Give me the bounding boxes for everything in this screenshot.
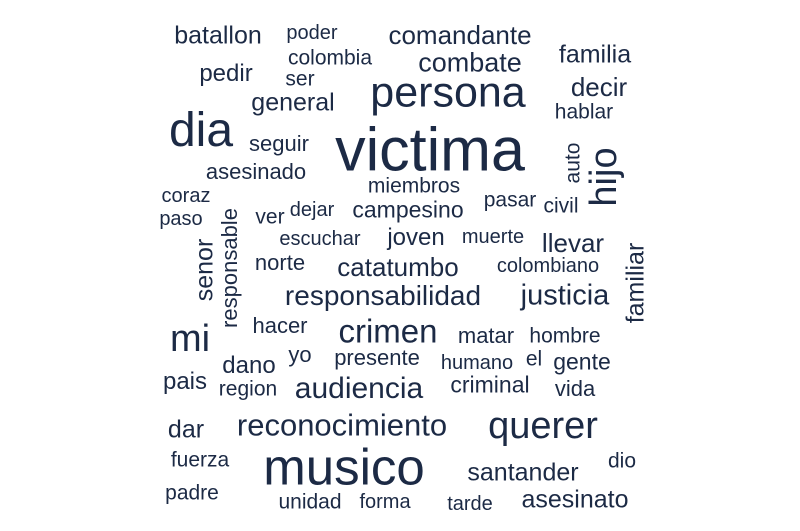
word-querer: querer (488, 405, 598, 447)
word-criminal: criminal (450, 371, 530, 398)
word-general: general (251, 88, 335, 117)
word-tarde: tarde (447, 493, 493, 515)
word-campesino: campesino (352, 196, 464, 223)
word-hombre: hombre (529, 324, 601, 348)
word-vida: vida (554, 376, 596, 401)
word-dar: dar (167, 415, 205, 444)
word-yo: yo (288, 342, 312, 367)
word-dio: dio (607, 449, 637, 473)
word-joven: joven (387, 224, 445, 251)
word-responsabilidad: responsabilidad (284, 280, 482, 311)
word-dia: dia (168, 104, 234, 157)
word-colombiano: colombiano (496, 255, 600, 277)
word-familia: familia (558, 40, 632, 69)
word-dejar: dejar (289, 199, 335, 221)
word-ser: ser (285, 67, 315, 91)
word-norte: norte (254, 250, 306, 275)
word-fuerza: fuerza (170, 448, 230, 472)
word-pais: pais (162, 368, 208, 395)
word-audiencia: audiencia (294, 372, 424, 405)
word-persona: persona (370, 68, 526, 117)
word-presente: presente (334, 345, 420, 370)
word-matar: matar (457, 323, 515, 348)
word-coraz: coraz (161, 185, 211, 207)
word-dano: dano (222, 352, 276, 379)
word-crimen: crimen (338, 312, 438, 350)
word-comandante: comandante (388, 20, 532, 50)
word-llevar: llevar (541, 228, 605, 258)
word-hijo: hijo (583, 147, 625, 207)
word-muerte: muerte (461, 226, 525, 248)
word-miembros: miembros (367, 174, 461, 198)
word-musico: musico (263, 438, 425, 496)
word-asesinado: asesinado (205, 159, 307, 184)
word-familiar: familiar (621, 242, 650, 324)
word-escuchar: escuchar (279, 228, 361, 250)
word-paso: paso (159, 208, 203, 230)
word-civil: civil (543, 194, 579, 218)
word-catatumbo: catatumbo (337, 252, 459, 282)
word-hacer: hacer (252, 313, 308, 338)
word-pasar: pasar (483, 188, 537, 212)
word-decir: decir (570, 72, 628, 102)
word-justicia: justicia (520, 279, 610, 312)
word-ver: ver (255, 205, 285, 229)
word-santander: santander (467, 458, 579, 487)
word-forma: forma (359, 491, 411, 513)
word-victima: victima (335, 115, 525, 184)
word-gente: gente (553, 348, 611, 375)
word-responsable: responsable (217, 208, 242, 328)
word-pedir: pedir (199, 60, 253, 87)
word-mi: mi (169, 318, 211, 360)
word-humano: humano (440, 352, 514, 374)
word-el: el (525, 347, 543, 371)
word-region: region (218, 377, 278, 401)
word-unidad: unidad (278, 490, 342, 514)
word-seguir: seguir (249, 131, 309, 156)
word-padre: padre (165, 481, 219, 505)
word-asesinato: asesinato (521, 485, 629, 514)
word-combate: combate (418, 47, 522, 78)
word-auto: auto (561, 142, 585, 184)
word-hablar: hablar (554, 100, 614, 124)
word-batallon: batallon (174, 21, 262, 50)
word-poder: poder (286, 22, 338, 44)
word-senor: senor (190, 238, 219, 302)
word-colombia: colombia (287, 46, 373, 70)
word-reconocimiento: reconocimiento (236, 407, 448, 443)
